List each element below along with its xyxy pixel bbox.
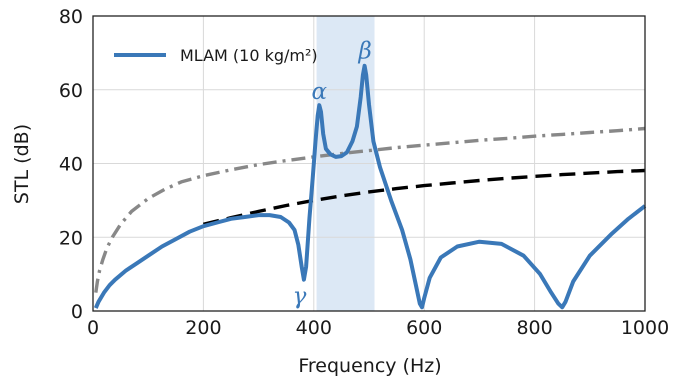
y-axis-label: STL (dB) [11, 124, 33, 204]
x-tick-labels: 0 200 400 600 800 1000 [87, 317, 669, 339]
y-tick-label: 80 [59, 6, 83, 28]
dashed-reference-curve [203, 168, 646, 226]
x-tick-label: 800 [516, 317, 552, 339]
x-tick-label: 0 [87, 317, 99, 339]
alpha-label: α [312, 79, 328, 105]
y-tick-label: 60 [59, 80, 83, 102]
plot-frame [92, 15, 646, 312]
y-tick-label: 0 [71, 301, 83, 323]
gamma-label: γ [293, 284, 307, 310]
y-tick-label: 20 [59, 227, 83, 249]
dashdot-reference-curve [94, 126, 646, 293]
y-tick-label: 40 [59, 154, 83, 176]
peak-annotations: α β γ [293, 38, 372, 309]
x-tick-label: 200 [185, 317, 221, 339]
mlam-curve [93, 63, 647, 310]
x-tick-label: 600 [406, 317, 442, 339]
x-axis-label: Frequency (Hz) [298, 355, 441, 377]
legend-label: MLAM (10 kg/m²) [180, 46, 318, 65]
series-lines [93, 63, 647, 310]
beta-label: β [357, 38, 371, 64]
y-tick-labels: 0 20 40 60 80 [59, 6, 83, 323]
x-tick-label: 1000 [621, 317, 669, 339]
legend: MLAM (10 kg/m²) [114, 46, 318, 65]
x-tick-label: 400 [296, 317, 332, 339]
